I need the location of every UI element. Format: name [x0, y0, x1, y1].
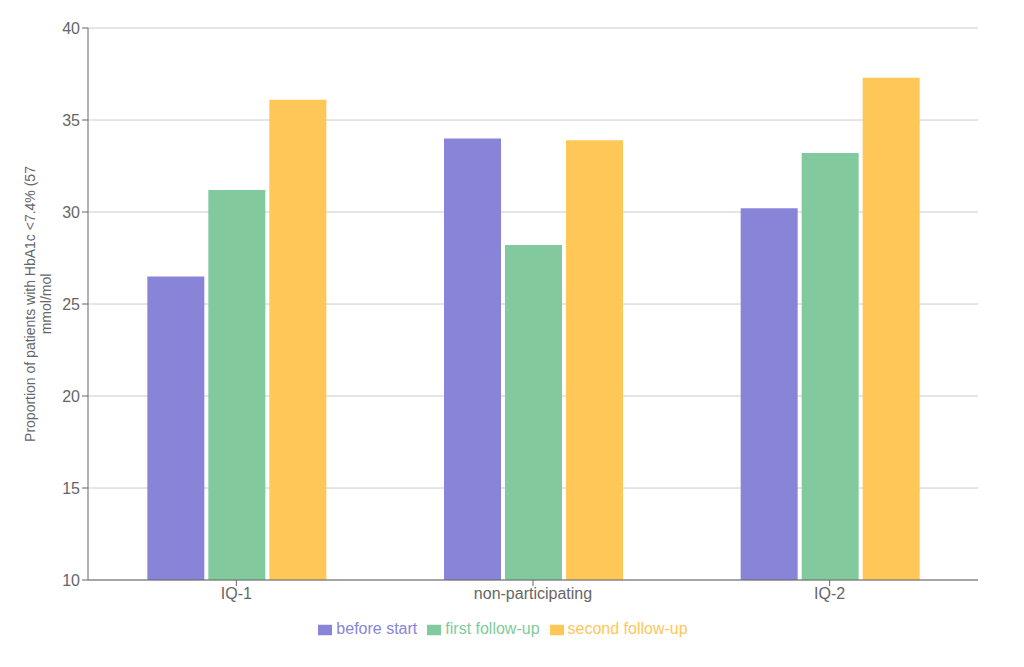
svg-text:15: 15 — [62, 480, 80, 497]
svg-text:non-participating: non-participating — [474, 585, 592, 602]
svg-text:10: 10 — [62, 572, 80, 589]
svg-text:Proportion of patients with Hb: Proportion of patients with HbA1c <7.4% … — [22, 166, 55, 442]
svg-text:25: 25 — [62, 296, 80, 313]
html-text:before start: before start — [336, 620, 418, 637]
html-text:first follow-up: first follow-up — [445, 620, 540, 637]
svg-text:40: 40 — [62, 20, 80, 37]
svg-text:35: 35 — [62, 112, 80, 129]
svg-text:IQ-1: IQ-1 — [221, 585, 252, 602]
svg-text:30: 30 — [62, 204, 80, 221]
html-text:second follow-up: second follow-up — [567, 620, 688, 637]
svg-text:IQ-2: IQ-2 — [814, 585, 845, 602]
svg-text:20: 20 — [62, 388, 80, 405]
